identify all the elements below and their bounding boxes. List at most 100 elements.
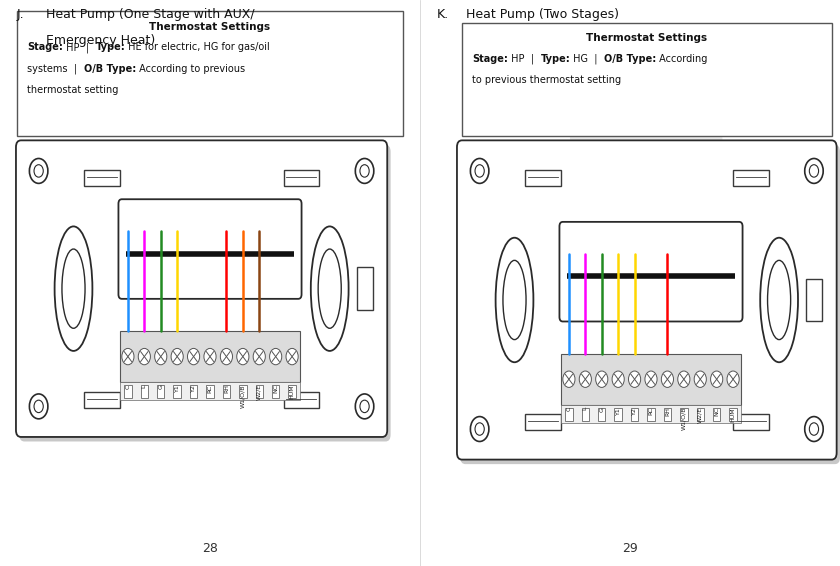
Bar	[525, 170, 561, 186]
Circle shape	[475, 423, 484, 435]
Bar	[680, 408, 687, 421]
Text: W1/O/B: W1/O/B	[240, 384, 245, 408]
Circle shape	[678, 371, 690, 387]
Text: HE for electric, HG for gas/oil: HE for electric, HG for gas/oil	[125, 42, 270, 53]
Circle shape	[711, 371, 722, 387]
Text: RC: RC	[207, 384, 213, 393]
Text: O/B Type:: O/B Type:	[604, 54, 656, 64]
Bar	[119, 382, 301, 400]
Bar	[157, 385, 165, 398]
Bar	[462, 23, 832, 136]
Bar	[648, 408, 654, 421]
Bar	[124, 385, 132, 398]
Bar	[190, 385, 197, 398]
Text: Y1: Y1	[175, 384, 180, 392]
Text: C: C	[125, 384, 130, 389]
Circle shape	[237, 349, 249, 365]
Circle shape	[34, 165, 44, 177]
Text: HG  |: HG |	[570, 54, 604, 65]
Bar	[561, 354, 742, 405]
Bar	[239, 385, 246, 398]
FancyBboxPatch shape	[559, 222, 743, 321]
Text: Y1: Y1	[616, 407, 621, 415]
Bar	[84, 392, 120, 408]
Text: W1/O/B: W1/O/B	[681, 407, 686, 431]
Text: thermostat setting: thermostat setting	[27, 85, 118, 96]
Text: W2/E: W2/E	[257, 384, 262, 400]
Circle shape	[810, 423, 819, 435]
Text: NC: NC	[714, 407, 719, 416]
FancyBboxPatch shape	[19, 145, 391, 441]
Circle shape	[360, 165, 370, 177]
Bar	[732, 170, 769, 186]
Text: Stage:: Stage:	[472, 54, 508, 64]
Circle shape	[355, 394, 374, 419]
Bar	[119, 331, 301, 382]
Bar	[732, 414, 769, 430]
Text: C: C	[566, 407, 571, 411]
Circle shape	[805, 158, 823, 183]
Circle shape	[34, 400, 44, 413]
Text: HUM: HUM	[290, 384, 295, 399]
FancyBboxPatch shape	[16, 140, 387, 437]
Text: RC: RC	[648, 407, 654, 415]
Text: Type:: Type:	[541, 54, 570, 64]
Text: HP  |: HP |	[63, 42, 96, 53]
Circle shape	[139, 349, 150, 365]
Circle shape	[220, 349, 233, 365]
Circle shape	[155, 349, 167, 365]
Circle shape	[694, 371, 706, 387]
Text: According to previous: According to previous	[136, 64, 245, 74]
Bar	[581, 408, 589, 421]
Text: G: G	[158, 384, 163, 389]
Circle shape	[270, 349, 281, 365]
Text: L: L	[583, 407, 588, 410]
Circle shape	[563, 371, 575, 387]
Bar	[565, 408, 573, 421]
Polygon shape	[512, 102, 790, 368]
Bar	[713, 408, 721, 421]
FancyBboxPatch shape	[457, 140, 837, 460]
Bar	[174, 385, 181, 398]
Circle shape	[171, 349, 183, 365]
Circle shape	[470, 158, 489, 183]
Ellipse shape	[768, 260, 790, 340]
Circle shape	[29, 158, 48, 183]
Bar	[615, 408, 622, 421]
Bar	[525, 414, 561, 430]
Text: RH: RH	[224, 384, 229, 393]
Text: Y2: Y2	[191, 384, 196, 392]
Bar	[284, 170, 319, 186]
Text: Thermostat Settings: Thermostat Settings	[150, 22, 270, 32]
Circle shape	[29, 394, 48, 419]
Text: 28: 28	[202, 542, 218, 555]
Text: K.: K.	[437, 8, 449, 22]
Circle shape	[661, 371, 674, 387]
Text: HP  |: HP |	[508, 54, 541, 65]
Ellipse shape	[496, 238, 533, 362]
Text: Stage:: Stage:	[27, 42, 63, 53]
Circle shape	[805, 417, 823, 441]
Circle shape	[355, 158, 374, 183]
Text: Heat Pump (Two Stages): Heat Pump (Two Stages)	[466, 8, 619, 22]
Circle shape	[628, 371, 641, 387]
Text: G: G	[599, 407, 604, 412]
Text: O/B Type:: O/B Type:	[83, 64, 136, 74]
Circle shape	[612, 371, 624, 387]
Text: Type:: Type:	[96, 42, 125, 53]
Circle shape	[360, 400, 370, 413]
Text: According: According	[656, 54, 708, 64]
Circle shape	[204, 349, 216, 365]
Ellipse shape	[311, 226, 349, 351]
FancyBboxPatch shape	[460, 145, 840, 464]
Ellipse shape	[503, 260, 526, 340]
Text: L: L	[142, 384, 147, 388]
Text: Emergency Heat): Emergency Heat)	[46, 34, 155, 47]
Circle shape	[122, 349, 134, 365]
Text: Heat Pump (One Stage with AUX/: Heat Pump (One Stage with AUX/	[46, 8, 255, 22]
Ellipse shape	[55, 226, 92, 351]
Bar	[598, 408, 606, 421]
Bar	[223, 385, 230, 398]
Circle shape	[596, 371, 608, 387]
Bar	[207, 385, 213, 398]
